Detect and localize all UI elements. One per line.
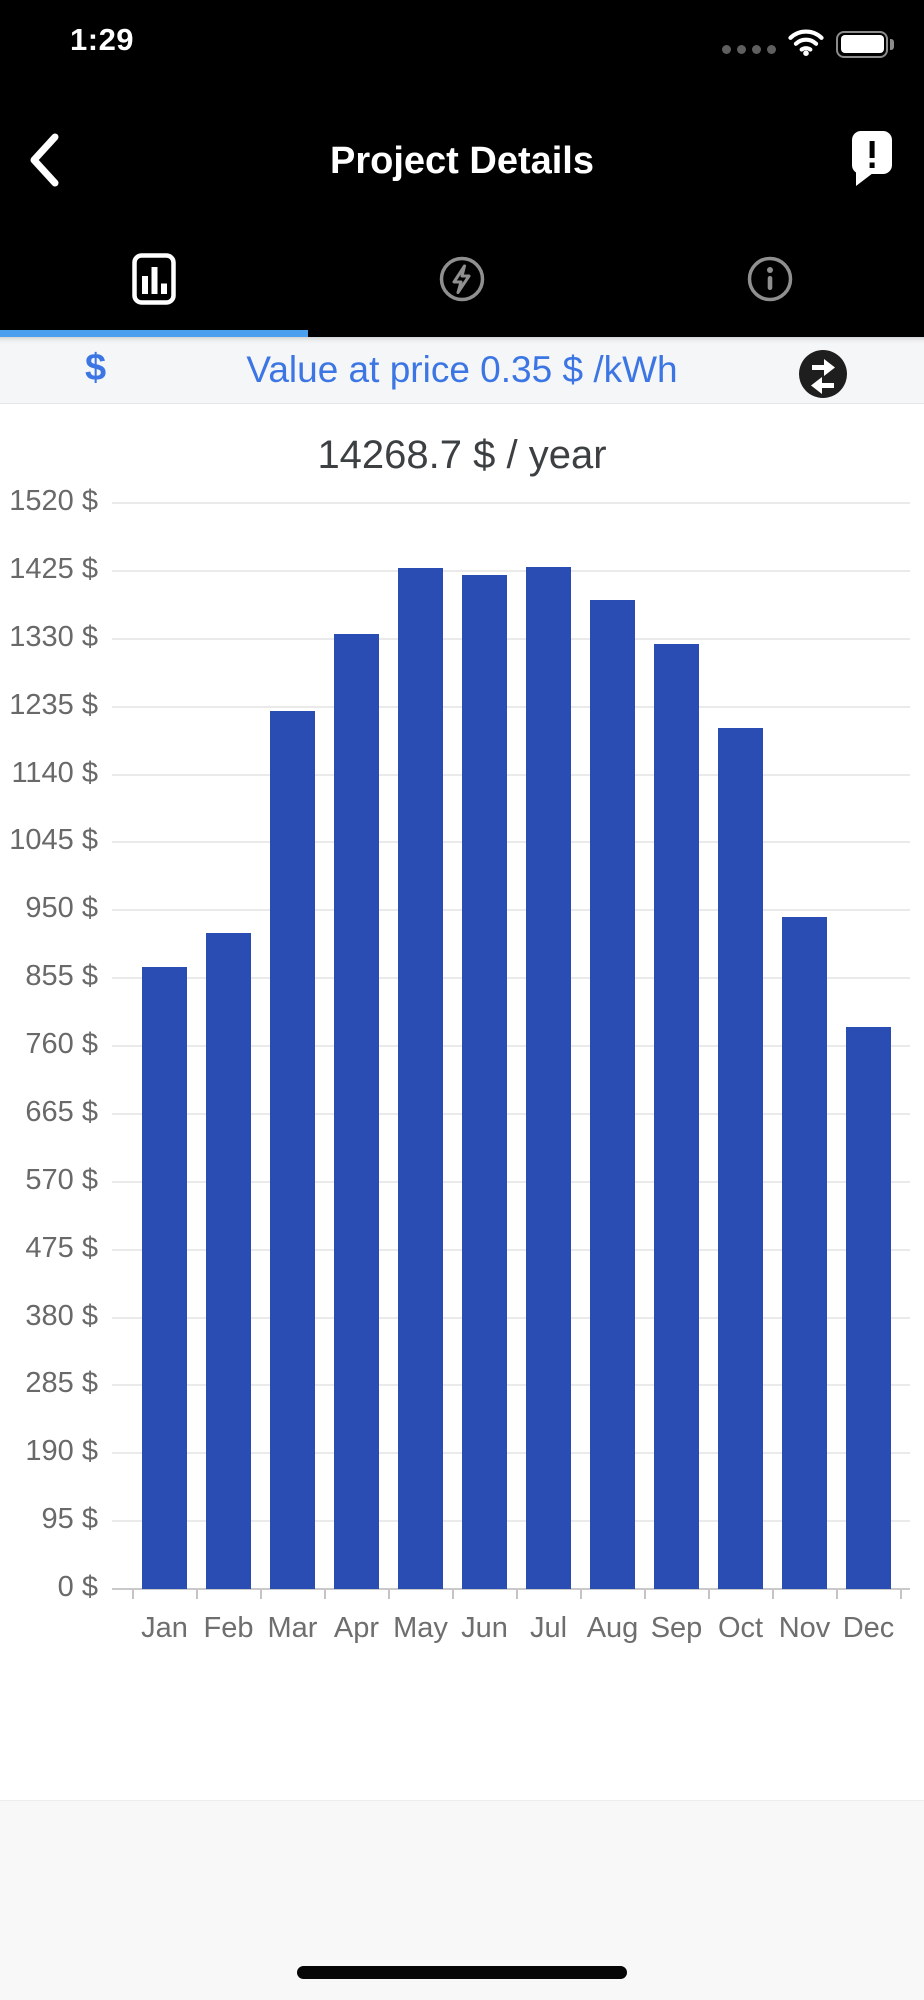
y-axis-label: 190 $	[25, 1435, 98, 1468]
page-title: Project Details	[330, 140, 594, 182]
swap-arrows-icon	[799, 350, 847, 398]
x-axis-label: Nov	[778, 1612, 831, 1644]
bar-feb[interactable]	[206, 933, 251, 1589]
y-axis-label: 285 $	[25, 1367, 98, 1400]
bar-jun[interactable]	[462, 575, 507, 1589]
axis-tick	[899, 1589, 902, 1599]
x-axis-label: Apr	[333, 1612, 380, 1644]
axis-tick	[451, 1589, 454, 1599]
gridline	[112, 705, 910, 708]
gridline	[112, 569, 910, 572]
axis-tick	[707, 1589, 710, 1599]
swap-button[interactable]	[799, 350, 847, 398]
x-axis-label: Jul	[529, 1612, 568, 1644]
bar-dec[interactable]	[846, 1027, 891, 1589]
status-time: 1:29	[70, 22, 135, 57]
y-axis-label: 95 $	[41, 1503, 98, 1536]
wifi-icon	[788, 28, 824, 61]
tab-info[interactable]	[725, 237, 815, 321]
axis-tick	[643, 1589, 646, 1599]
bar-chart-icon	[132, 253, 176, 305]
gridline	[112, 1248, 910, 1251]
axis-tick	[387, 1589, 390, 1599]
x-axis-label: Jun	[461, 1612, 508, 1644]
bar-mar[interactable]	[270, 710, 315, 1589]
gridline	[112, 1112, 910, 1115]
x-axis-label: May	[393, 1612, 448, 1644]
gridline	[112, 773, 910, 776]
currency-symbol: $	[85, 347, 107, 389]
y-axis-label: 855 $	[25, 960, 98, 993]
bar-jul[interactable]	[526, 567, 571, 1589]
price-row[interactable]: $ Value at price 0.35 $ /kWh	[0, 337, 924, 404]
gridline	[112, 977, 910, 980]
bar-jan[interactable]	[142, 967, 187, 1589]
bar-apr[interactable]	[334, 634, 379, 1589]
price-label: Value at price 0.35 $ /kWh	[246, 349, 678, 390]
top-black-area: 1:29 Project Details	[0, 0, 924, 337]
y-axis-label: 1520 $	[9, 485, 98, 517]
bar-oct[interactable]	[718, 728, 763, 1589]
gridline	[112, 1180, 910, 1183]
gridline	[112, 909, 910, 912]
gridline	[112, 502, 910, 504]
tab-energy[interactable]	[417, 237, 507, 321]
x-axis-label: Oct	[717, 1612, 764, 1644]
gridline	[112, 1452, 910, 1455]
axis-tick	[195, 1589, 198, 1599]
axis-tick	[323, 1589, 326, 1599]
axis-tick	[835, 1589, 838, 1599]
battery-icon	[836, 30, 894, 58]
x-axis-label: Sep	[650, 1612, 703, 1644]
y-axis-label: 1235 $	[9, 688, 98, 721]
feedback-button[interactable]	[846, 128, 894, 188]
gridline	[112, 1384, 910, 1387]
back-button[interactable]	[26, 132, 66, 190]
y-axis-label: 0 $	[57, 1571, 98, 1603]
y-axis-label: 1425 $	[9, 552, 98, 585]
axis-tick	[131, 1589, 134, 1599]
axis-tick	[515, 1589, 518, 1599]
gridline	[112, 1520, 910, 1523]
y-axis-label: 570 $	[25, 1163, 98, 1196]
y-axis-label: 950 $	[25, 892, 98, 925]
y-axis-label: 380 $	[25, 1299, 98, 1332]
gridline	[112, 1045, 910, 1047]
bar-nov[interactable]	[782, 916, 827, 1589]
energy-bolt-icon	[439, 256, 485, 302]
bar-sep[interactable]	[654, 644, 699, 1589]
axis-tick	[579, 1589, 582, 1599]
x-axis-label: Jan	[141, 1612, 188, 1644]
x-axis-label: Dec	[842, 1612, 895, 1644]
y-axis-label: 1045 $	[9, 824, 98, 857]
home-indicator[interactable]	[297, 1966, 627, 1979]
tab-chart[interactable]	[109, 237, 199, 321]
active-tab-underline	[0, 330, 308, 337]
bar-aug[interactable]	[590, 600, 635, 1589]
axis-tick	[259, 1589, 262, 1599]
axis-tick	[771, 1589, 774, 1599]
bar-may[interactable]	[398, 568, 443, 1589]
y-axis-label: 1330 $	[9, 620, 98, 653]
gridline	[112, 1588, 910, 1590]
x-axis-label: Mar	[267, 1612, 318, 1644]
y-axis-label: 665 $	[25, 1095, 98, 1128]
gridline	[112, 1316, 910, 1319]
x-axis-label: Feb	[203, 1612, 254, 1644]
gridline	[112, 637, 910, 640]
cellular-dots-icon	[722, 44, 776, 54]
x-axis-label: Aug	[586, 1612, 639, 1644]
gridline	[112, 841, 910, 844]
info-circle-icon	[747, 256, 793, 302]
y-axis-label: 1140 $	[11, 756, 98, 789]
status-icons	[722, 27, 894, 61]
y-axis-label: 475 $	[25, 1231, 98, 1264]
y-axis-label: 760 $	[25, 1028, 98, 1060]
chart-title: 14268.7 $ / year	[317, 433, 607, 477]
